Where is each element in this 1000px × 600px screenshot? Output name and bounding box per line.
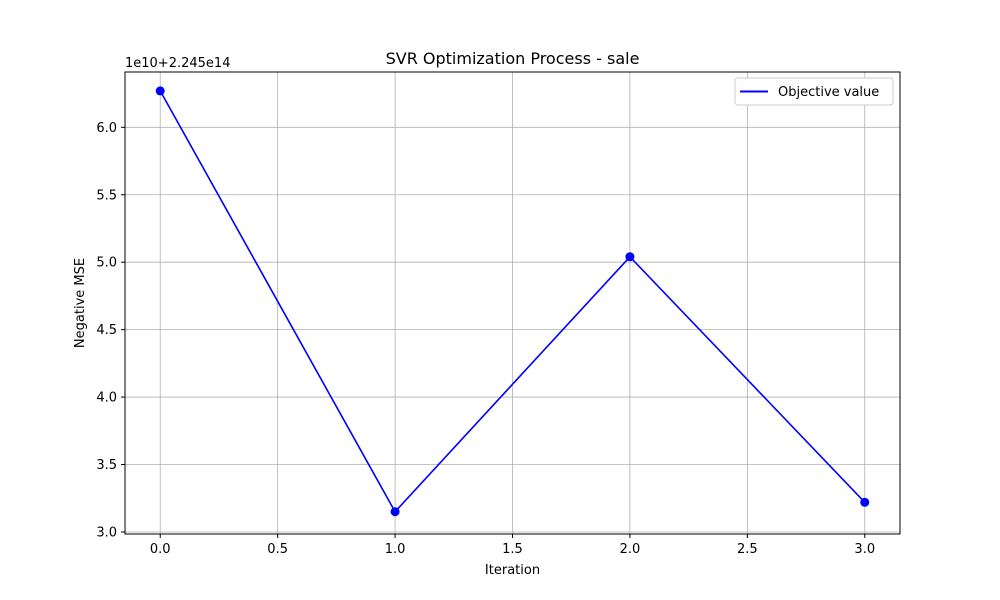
legend-box — [734, 77, 894, 106]
x-axis-ticks: 0.0 0.5 1.0 1.5 2.0 2.5 3.0 — [150, 534, 875, 557]
x-tick-label: 1.5 — [502, 542, 523, 557]
y-axis-label: Negative MSE — [73, 258, 88, 348]
x-tick-label: 2.0 — [620, 542, 641, 557]
data-point — [390, 507, 400, 517]
x-axis-label: Iteration — [485, 563, 540, 578]
data-point — [625, 252, 635, 262]
x-tick-label: 0.5 — [267, 542, 288, 557]
series-layer — [155, 86, 870, 517]
x-tick-label: 0.0 — [150, 542, 171, 557]
y-axis-offset-text: 1e10+2.245e14 — [125, 56, 230, 71]
data-point — [860, 497, 870, 507]
y-tick-label: 5.5 — [96, 188, 117, 203]
x-tick-label: 1.0 — [385, 542, 406, 557]
x-tick-label: 2.5 — [737, 542, 758, 557]
data-point — [155, 86, 165, 96]
y-tick-label: 6.0 — [96, 121, 117, 136]
y-tick-label: 5.0 — [96, 256, 117, 271]
y-tick-label: 3.0 — [96, 525, 117, 540]
y-tick-label: 3.5 — [96, 458, 117, 473]
chart-title: SVR Optimization Process - sale — [386, 49, 640, 68]
y-axis-ticks: 3.0 3.5 4.0 4.5 5.0 5.5 6.0 — [96, 121, 125, 540]
legend: Objective value — [734, 77, 894, 106]
grid — [125, 72, 900, 534]
series-line — [159, 90, 866, 514]
x-tick-label: 3.0 — [854, 542, 875, 557]
legend-entry-label: Objective value — [778, 85, 879, 100]
y-tick-label: 4.0 — [96, 391, 117, 406]
y-tick-label: 4.5 — [96, 323, 117, 338]
